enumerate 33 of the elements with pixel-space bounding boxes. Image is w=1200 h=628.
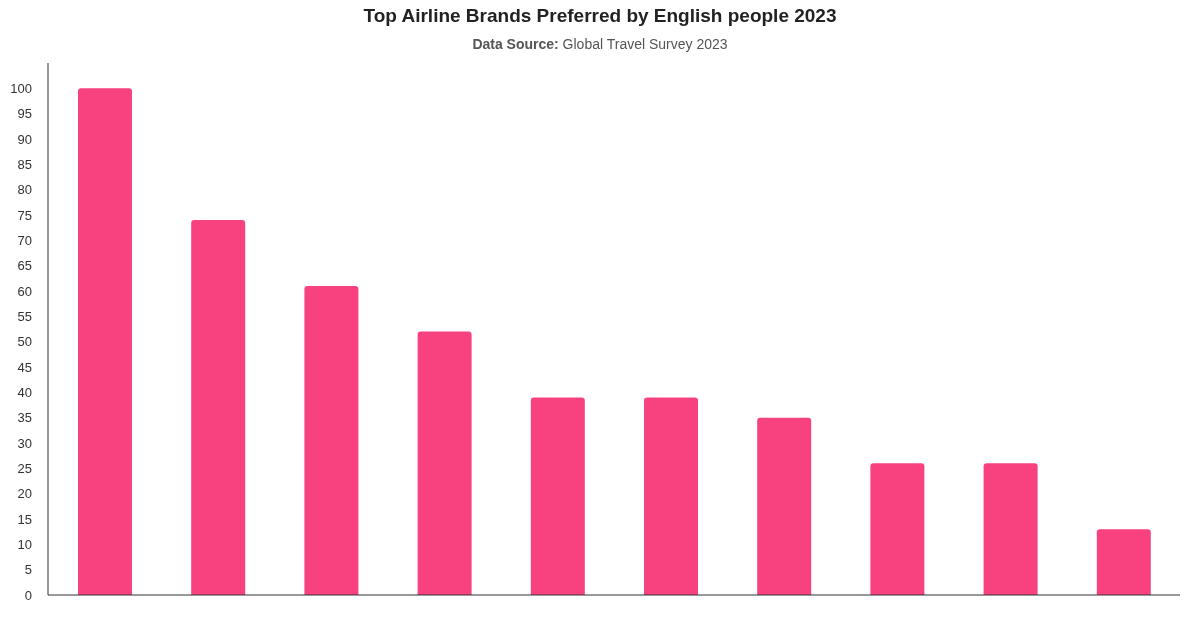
y-tick-label: 45 [17,359,32,375]
y-tick-label: 10 [17,536,32,552]
y-tick-label: 40 [17,384,32,400]
bar [78,88,132,595]
bar [530,397,585,595]
y-tick-label: 95 [17,106,32,122]
y-tick-label: 85 [17,156,32,172]
y-tick-label: 90 [17,131,32,147]
bar [757,417,812,595]
bar [1096,529,1151,595]
bar [191,220,246,595]
y-tick-label: 0 [24,587,32,603]
y-tick-label: 100 [10,80,32,96]
y-tick-label: 50 [17,334,32,350]
y-tick-label: 55 [17,308,32,324]
bar [417,331,472,595]
y-tick-label: 35 [17,410,32,426]
y-tick-label: 5 [24,562,32,578]
bar [983,463,1038,595]
bar [870,463,925,595]
bar [644,397,698,595]
y-tick-label: 25 [17,460,32,476]
y-tick-label: 60 [17,283,32,299]
y-tick-label: 75 [17,207,32,223]
bar [304,285,359,595]
y-tick-label: 20 [17,486,32,502]
y-tick-label: 30 [17,435,32,451]
y-tick-label: 70 [17,232,32,248]
y-tick-label: 65 [17,258,32,274]
y-tick-label: 15 [17,511,32,527]
chart-title: Top Airline Brands Preferred by English people 2023 [362,5,838,27]
y-tick-label: 80 [17,182,32,198]
chart-subtitle: Data Source: Global Travel Survey 2023 [472,36,728,52]
